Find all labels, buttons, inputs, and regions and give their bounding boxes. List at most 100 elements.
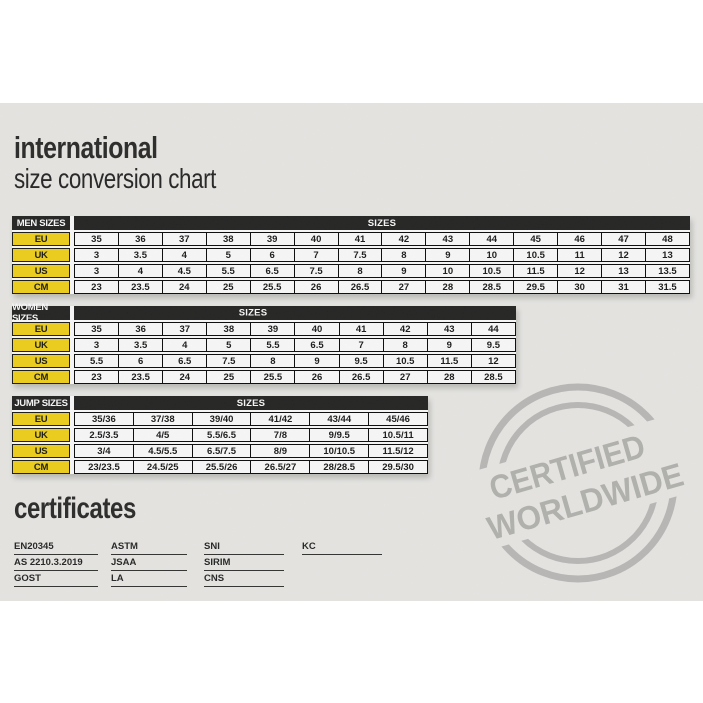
row-label: EU: [12, 232, 70, 246]
row-cells: 35 36 37 38 39 40 41 42 43 44 45 46 47 48: [74, 232, 690, 246]
size-cell: 39: [250, 323, 294, 335]
certificate-item: GOST: [14, 573, 98, 587]
size-cell: 10.5: [469, 265, 513, 277]
size-cell: 6.5: [294, 339, 338, 351]
size-cell: 44: [469, 233, 513, 245]
size-cell: 3/4: [97, 445, 111, 457]
size-cell: 38: [206, 323, 250, 335]
size-cell: 10.5: [382, 355, 427, 367]
row-label: EU: [12, 322, 70, 336]
row-cells: 3/4 4.5/5.5 6.5/7.5 8/9 10/10.5 11.5/12: [74, 444, 428, 458]
size-cell: 3: [93, 249, 100, 261]
size-cell: 44: [470, 323, 515, 335]
size-cell: 37: [162, 323, 206, 335]
size-cell: 26: [293, 281, 338, 293]
size-cell: 23.5: [118, 371, 162, 383]
certificate-item: KC: [302, 541, 382, 555]
table-row: CM 23 23.5 24 25 25.5 26 26.5 27 28 28.5: [12, 370, 516, 384]
size-cell: 2.5/3.5: [89, 429, 119, 441]
certificate-item: SNI: [204, 541, 284, 555]
size-cell: 41: [337, 233, 382, 245]
certificate-column: KC: [302, 541, 382, 557]
size-cell: 9: [381, 265, 425, 277]
table-name: MEN SIZES: [12, 216, 70, 230]
size-cell: 25: [206, 371, 250, 383]
table-row: EU 35/36 37/38 39/40 41/42 43/44 45/46: [12, 412, 428, 426]
size-cell: 48: [644, 233, 689, 245]
row-cells: 5.5 6 6.5 7.5 8 9 9.5 10.5 11.5 12: [74, 354, 516, 368]
size-cell: 41/42: [250, 413, 309, 425]
table-row: UK 3 3.5 4 5 5.5 6.5 7 8 9 9.5: [12, 338, 516, 352]
size-cell: 28: [425, 281, 469, 293]
row-label: US: [12, 354, 70, 368]
size-cell: 27: [382, 371, 427, 383]
sizes-header-bar: SIZES: [74, 306, 516, 320]
row-cells: 35 36 37 38 39 40 41 42 43 44: [74, 322, 516, 336]
size-cell: 3: [93, 339, 100, 351]
size-cell: 30: [557, 281, 601, 293]
size-cell: 7.5: [337, 249, 382, 261]
size-cell: 3: [93, 265, 100, 277]
men-sizes-table: MEN SIZES SIZES EU 35 36 37 38 39 40 41 42 43 44 45 46…: [12, 216, 690, 294]
content-panel: international size conversion chart MEN …: [0, 103, 703, 601]
size-cell: 11: [557, 249, 601, 261]
table-row: US 5.5 6 6.5 7.5 8 9 9.5 10.5 11.5 12: [12, 354, 516, 368]
size-cell: 12: [557, 265, 601, 277]
size-cell: 39: [249, 233, 294, 245]
table-row: CM 23/23.5 24.5/25 25.5/26 26.5/27 28/28.5 29.…: [12, 460, 428, 474]
size-cell: 10: [469, 249, 513, 261]
size-cell: 43: [425, 233, 469, 245]
size-cell: 9/9.5: [309, 429, 368, 441]
table-name: JUMP SIZES: [12, 396, 70, 410]
size-cell: 6.5: [249, 265, 294, 277]
certified-worldwide-stamp: CERTIFIED WORLDWIDE: [402, 371, 703, 599]
table-row: EU 35 36 37 38 39 40 41 42 43 44 45 46 47 48: [12, 232, 690, 246]
size-cell: 29.5: [513, 281, 557, 293]
size-cell: 7: [293, 249, 338, 261]
size-cell: 7: [338, 339, 383, 351]
size-cell: 7.5: [206, 355, 250, 367]
size-cell: 5.5/6.5: [191, 429, 251, 441]
size-cell: 36: [117, 233, 162, 245]
stamp-graphic: CERTIFIED WORLDWIDE: [402, 383, 703, 583]
size-cell: 23.5: [117, 281, 162, 293]
row-cells: 35/36 37/38 39/40 41/42 43/44 45/46: [74, 412, 428, 426]
row-cells: 23 23.5 24 25 25.5 26 26.5 27 28 28.5 29.5 30 31 31.5: [74, 280, 690, 294]
size-cell: 35/36: [92, 413, 116, 425]
sizes-header-label: SIZES: [367, 217, 397, 229]
sizes-header-label: SIZES: [238, 307, 268, 319]
size-cell: 8: [382, 339, 427, 351]
table-row: UK 3 3.5 4 5 6 7 7.5 8 9 10 10.5 11 12 13: [12, 248, 690, 262]
table-name: WOMEN SIZES: [12, 302, 70, 324]
certificate-item: EN20345: [14, 541, 98, 555]
jump-sizes-table: JUMP SIZES SIZES EU 35/36 37/38 39/40 41/42 43/…: [12, 396, 428, 474]
size-cell: 9.5: [470, 339, 515, 351]
size-cell: 4: [161, 249, 206, 261]
row-cells: 23/23.5 24.5/25 25.5/26 26.5/27 28/28.5 29.5/…: [74, 460, 428, 474]
size-cell: 11.5: [426, 355, 471, 367]
size-cell: 10.5/11: [368, 429, 427, 441]
size-cell: 8: [250, 355, 294, 367]
size-cell: 13: [644, 249, 689, 261]
size-cell: 24: [162, 371, 206, 383]
row-label: US: [12, 444, 70, 458]
table-header-row: JUMP SIZES SIZES: [12, 396, 428, 410]
size-cell: 25: [205, 281, 250, 293]
size-cell: 5.5: [250, 339, 294, 351]
size-cell: 25.5: [250, 371, 294, 383]
size-cell: 11.5: [513, 265, 557, 277]
size-cell: 43/44: [309, 413, 368, 425]
certificate-column: SNI SIRIM CNS: [204, 541, 284, 589]
size-cell: 13: [601, 265, 645, 277]
sizes-header-bar: SIZES: [74, 216, 690, 230]
certificate-item: CNS: [204, 573, 284, 587]
certificate-item: JSAA: [111, 557, 187, 571]
size-cell: 35: [91, 233, 102, 245]
size-cell: 42: [382, 323, 427, 335]
size-cell: 28.5: [469, 281, 513, 293]
size-cell: 42: [381, 233, 425, 245]
row-label: UK: [12, 338, 70, 352]
table-row: US 3 4 4.5 5.5 6.5 7.5 8 9 10 10.5 11.5 12 13 13.5: [12, 264, 690, 278]
size-cell: 10.5: [513, 249, 557, 261]
size-cell: 43: [426, 323, 471, 335]
